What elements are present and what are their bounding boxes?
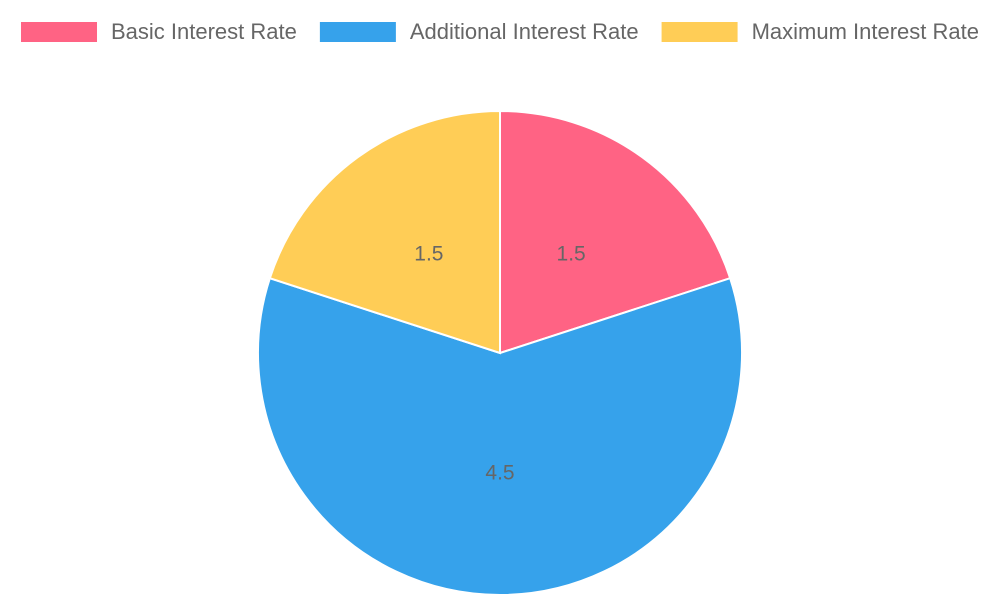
data-label: 4.5 — [485, 462, 514, 485]
legend-swatch — [319, 22, 396, 42]
pie-slice — [268, 109, 501, 355]
data-label: 1.5 — [557, 243, 586, 266]
data-label: 1.5 — [414, 243, 443, 266]
legend-label: Basic Interest Rate — [111, 19, 297, 44]
pie-slice — [499, 109, 732, 355]
legend-swatch — [661, 22, 738, 42]
legend-swatch — [21, 22, 98, 42]
legend-label: Additional Interest Rate — [410, 19, 639, 44]
pie-slice — [257, 276, 743, 596]
legend-label: Maximum Interest Rate — [752, 19, 979, 44]
